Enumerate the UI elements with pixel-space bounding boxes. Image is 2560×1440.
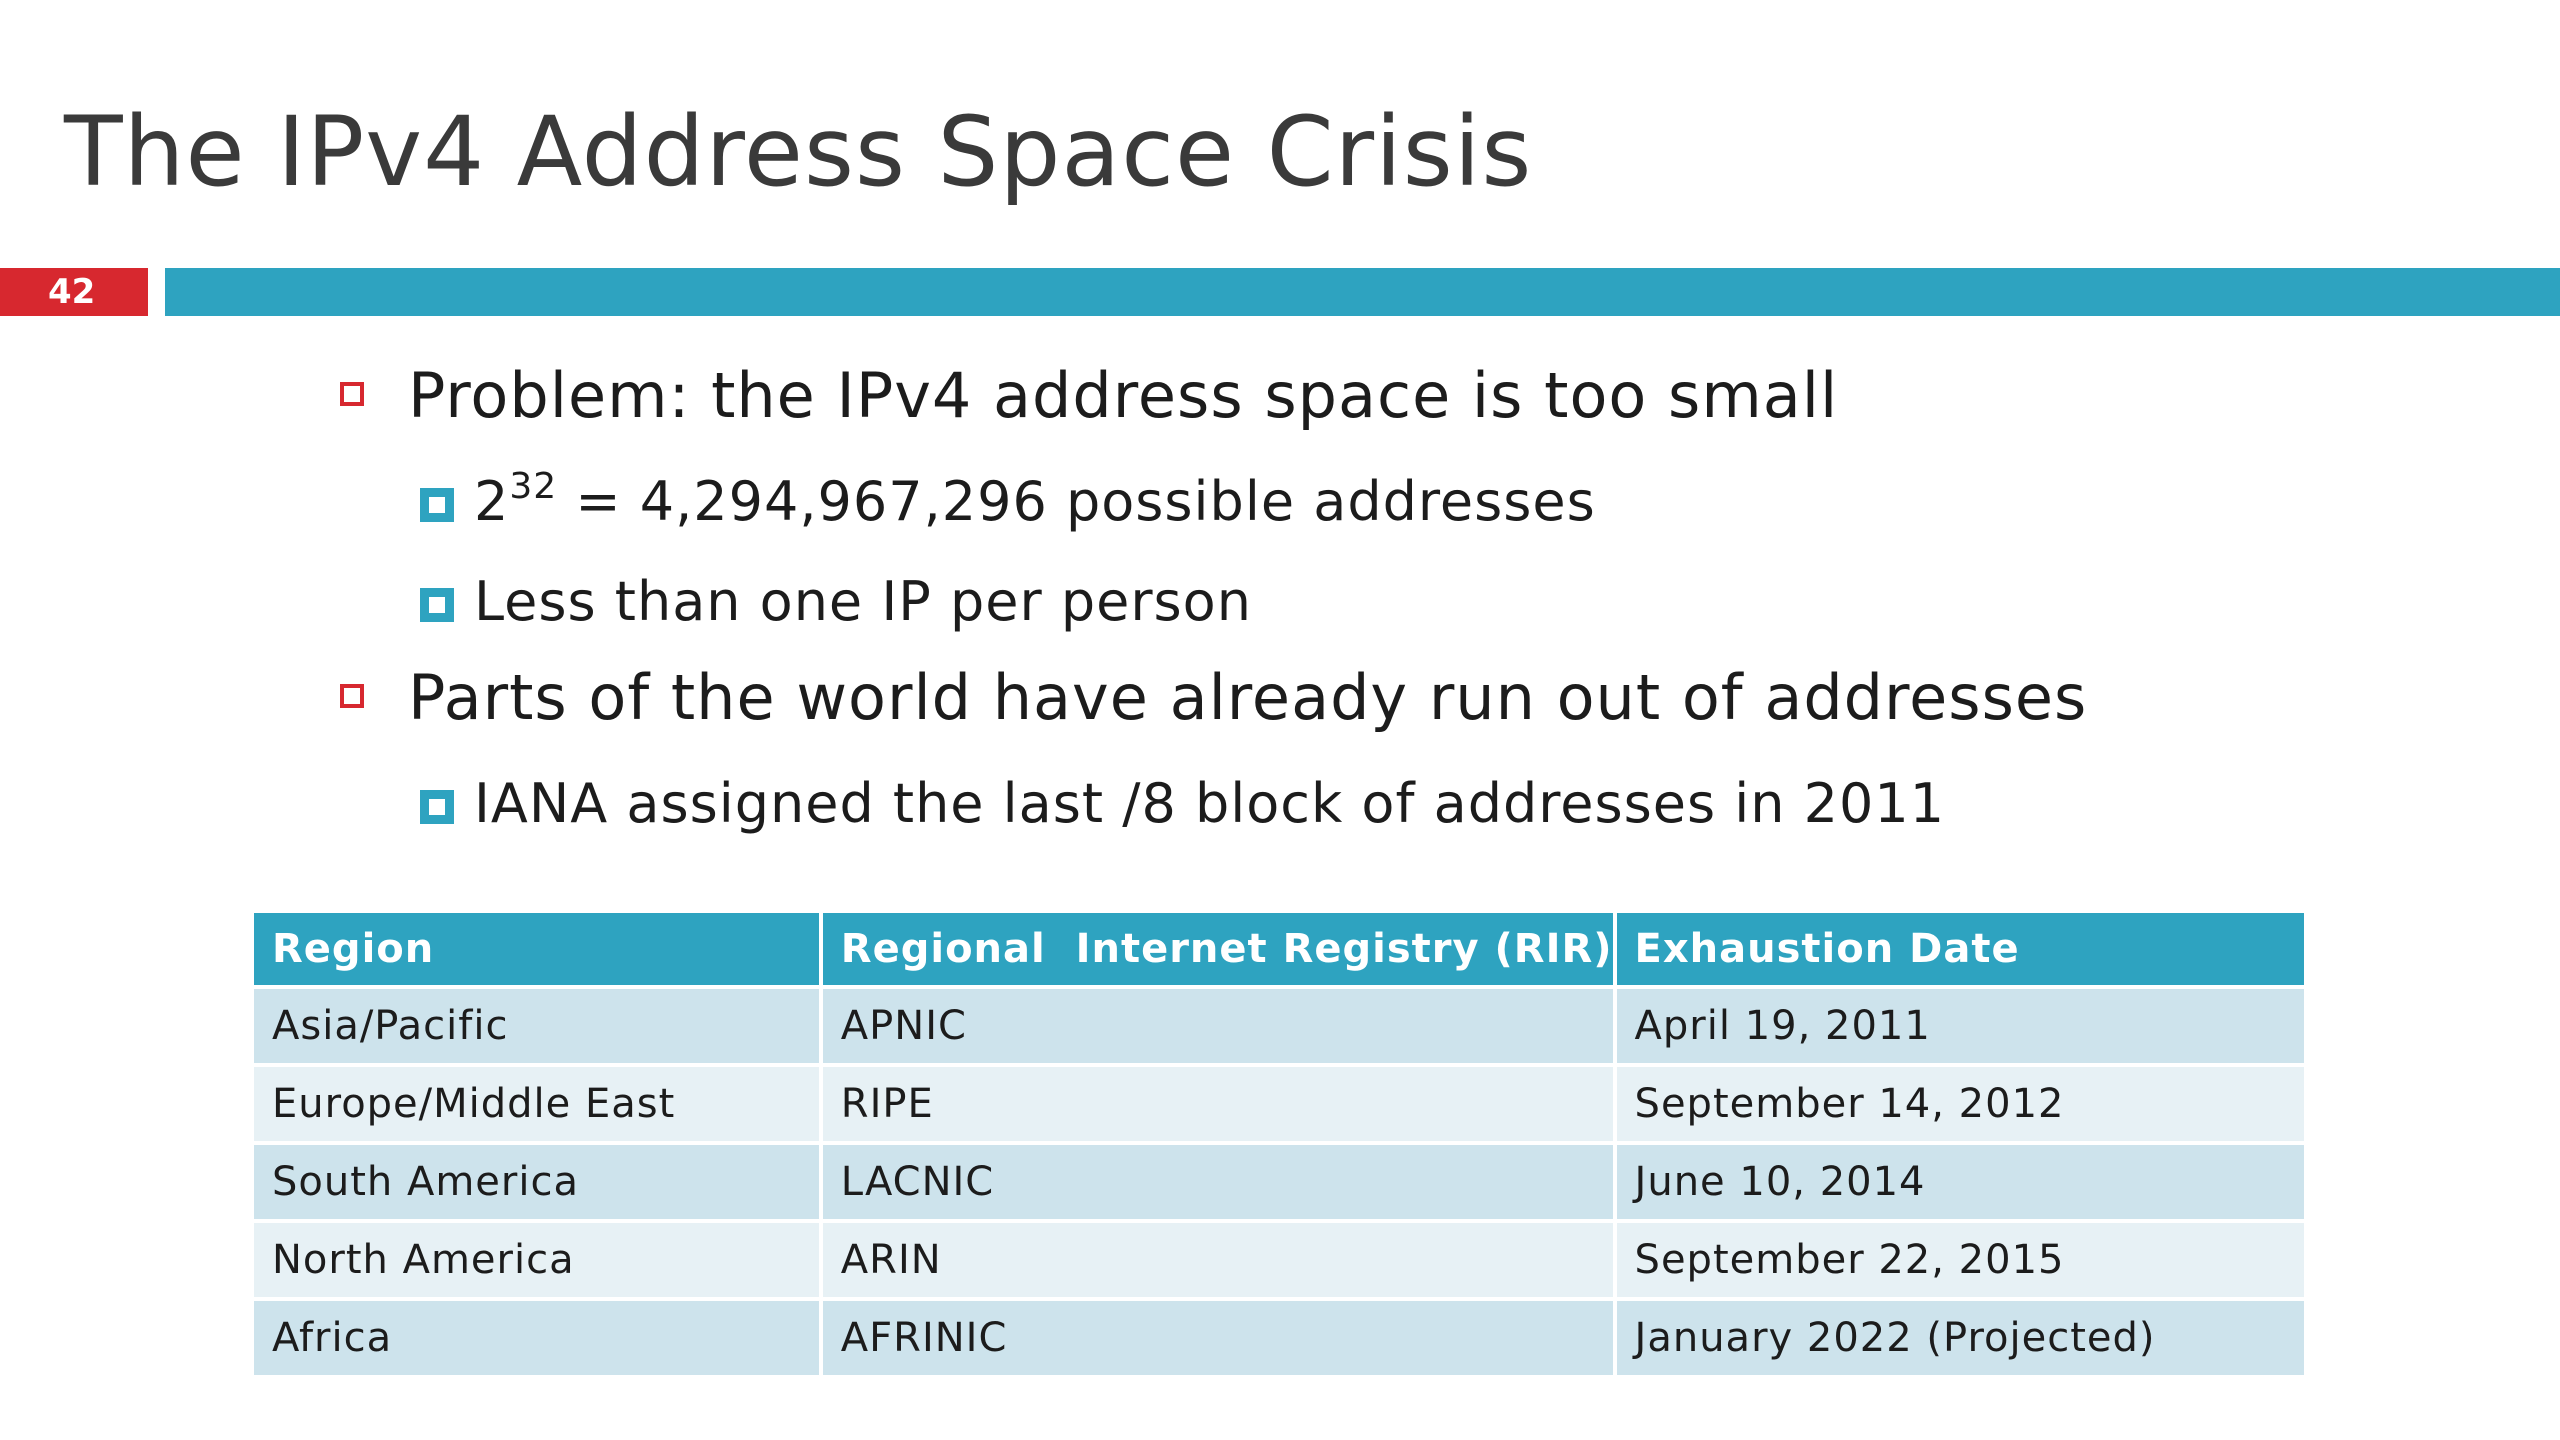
header-exhaustion-date: Exhaustion Date: [1616, 913, 2304, 989]
cell-date: September 22, 2015: [1616, 1223, 2304, 1301]
filled-square-bullet-icon: [420, 790, 454, 824]
table-header-row: Region Regional Internet Registry (RIR) …: [254, 913, 2304, 989]
sub-bullet-text: = 4,294,967,296 possible addresses: [557, 470, 1596, 533]
sub-bullet-text: IANA assigned the last /8 block of addre…: [474, 772, 1946, 835]
square-bullet-icon: [340, 382, 364, 406]
cell-region: Europe/Middle East: [254, 1067, 823, 1145]
cell-date: June 10, 2014: [1616, 1145, 2304, 1223]
header-rir: Regional Internet Registry (RIR): [822, 913, 1617, 989]
bullet-item: Parts of the world have already run out …: [340, 654, 2440, 756]
filled-square-bullet-icon: [420, 488, 454, 522]
cell-region: South America: [254, 1145, 823, 1223]
bullet-list: Problem: the IPv4 address space is too s…: [340, 352, 2440, 856]
power-exponent: 32: [509, 466, 558, 507]
header-region: Region: [254, 913, 823, 989]
slide-title: The IPv4 Address Space Crisis: [64, 96, 1533, 208]
table-row: South America LACNIC June 10, 2014: [254, 1145, 2304, 1223]
rir-exhaustion-table: Region Regional Internet Registry (RIR) …: [254, 913, 2304, 1379]
sub-bullet-text: Less than one IP per person: [474, 570, 1252, 633]
table-row: Africa AFRINIC January 2022 (Projected): [254, 1301, 2304, 1379]
cell-date: September 14, 2012: [1616, 1067, 2304, 1145]
cell-date: April 19, 2011: [1616, 989, 2304, 1067]
bullet-text: Parts of the world have already run out …: [408, 661, 2088, 734]
cell-rir: APNIC: [822, 989, 1617, 1067]
filled-square-bullet-icon: [420, 588, 454, 622]
bullet-text: Problem: the IPv4 address space is too s…: [408, 359, 1839, 432]
cell-region: Asia/Pacific: [254, 989, 823, 1067]
table-row: Europe/Middle East RIPE September 14, 20…: [254, 1067, 2304, 1145]
cell-region: North America: [254, 1223, 823, 1301]
cell-rir: AFRINIC: [822, 1301, 1617, 1379]
cell-rir: RIPE: [822, 1067, 1617, 1145]
cell-rir: LACNIC: [822, 1145, 1617, 1223]
accent-bar: [165, 268, 2560, 316]
sub-bullet-item: IANA assigned the last /8 block of addre…: [340, 756, 2440, 856]
cell-date: January 2022 (Projected): [1616, 1301, 2304, 1379]
cell-region: Africa: [254, 1301, 823, 1379]
sub-bullet-item: Less than one IP per person: [340, 554, 2440, 654]
sub-bullet-item: 232 = 4,294,967,296 possible addresses: [340, 454, 2440, 554]
bullet-item: Problem: the IPv4 address space is too s…: [340, 352, 2440, 454]
power-base: 2: [474, 470, 510, 533]
title-band: 42: [0, 268, 2560, 316]
slide-number: 42: [0, 268, 148, 316]
cell-rir: ARIN: [822, 1223, 1617, 1301]
square-bullet-icon: [340, 684, 364, 708]
table-row: Asia/Pacific APNIC April 19, 2011: [254, 989, 2304, 1067]
table-row: North America ARIN September 22, 2015: [254, 1223, 2304, 1301]
